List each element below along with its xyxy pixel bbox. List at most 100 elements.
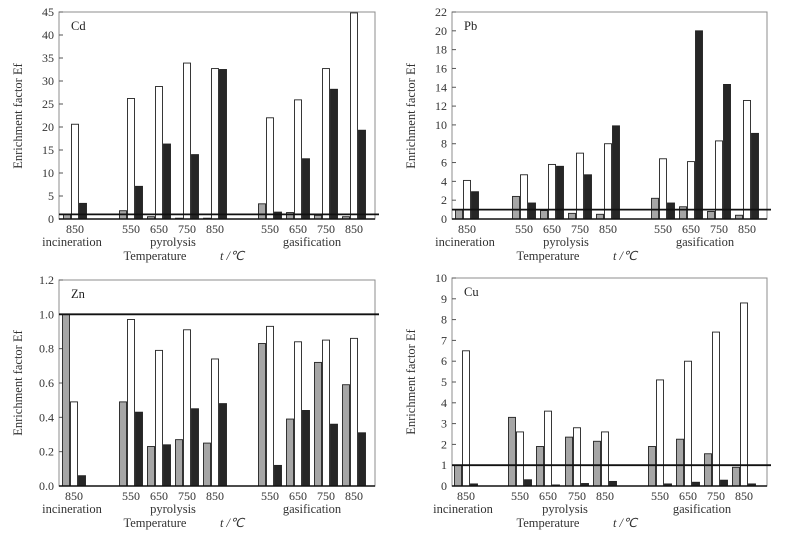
y-tick-label: 20 — [42, 120, 54, 134]
bar-gray-1 — [119, 401, 127, 487]
y-tick-label: 20 — [435, 24, 447, 38]
bar-white-0 — [71, 123, 79, 220]
bar-black-0 — [79, 202, 87, 220]
bar-white-1 — [127, 98, 135, 220]
x-tick-label: 750 — [317, 222, 335, 236]
y-tick-label: 40 — [42, 28, 54, 42]
bar-white-5 — [266, 117, 274, 220]
bar-black-8 — [751, 132, 759, 220]
y-axis-title: Enrichment factor Ef — [404, 62, 418, 168]
bar-white-8 — [350, 12, 358, 220]
bar-black-5 — [274, 211, 282, 220]
y-tick-label: 3 — [441, 417, 447, 431]
panel-title: Cd — [71, 19, 86, 33]
bar-gray-7 — [704, 453, 712, 487]
bar-white-7 — [712, 331, 720, 487]
group-label: gasification — [673, 502, 732, 516]
x-tick-label: 850 — [738, 222, 756, 236]
y-tick-label: 14 — [435, 80, 447, 94]
bar-gray-8 — [342, 384, 350, 487]
bar-black-6 — [695, 30, 703, 220]
y-tick-label: 4 — [441, 396, 447, 410]
x-tick-label: 850 — [735, 489, 753, 503]
y-tick-label: 10 — [42, 166, 54, 180]
bar-white-5 — [266, 325, 274, 487]
y-tick-label: 4 — [441, 174, 447, 188]
bar-gray-8 — [732, 466, 740, 487]
x-tick-label: 750 — [178, 489, 196, 503]
y-tick-label: 1.0 — [39, 307, 54, 321]
bar-gray-4 — [203, 442, 211, 487]
chart-panel-zn: 0.00.20.40.60.81.01.2Zn850incineration55… — [11, 273, 379, 530]
group-label: gasification — [676, 235, 735, 249]
x-tick-label: 750 — [710, 222, 728, 236]
bar-white-3 — [573, 427, 581, 487]
bar-black-4 — [612, 125, 620, 220]
y-tick-label: 7 — [441, 333, 447, 347]
x-axis-title: Temperature — [517, 249, 580, 263]
bar-black-7 — [330, 88, 338, 220]
bar-black-7 — [330, 423, 338, 487]
y-tick-label: 35 — [42, 51, 54, 65]
bar-black-0 — [78, 475, 86, 487]
group-label: pyrolysis — [150, 502, 196, 516]
y-tick-label: 0.2 — [39, 445, 54, 459]
y-tick-label: 10 — [435, 118, 447, 132]
x-tick-label: 550 — [261, 489, 279, 503]
x-tick-label: 850 — [599, 222, 617, 236]
y-tick-label: 0.8 — [39, 342, 54, 356]
x-tick-label: 550 — [122, 222, 140, 236]
x-tick-label: 750 — [571, 222, 589, 236]
x-axis-title: Temperature — [124, 516, 187, 530]
y-tick-label: 2 — [441, 437, 447, 451]
bar-white-7 — [322, 68, 330, 220]
x-axis-unit: t /℃ — [220, 249, 246, 263]
bar-gray-2 — [536, 446, 544, 487]
x-tick-label: 550 — [261, 222, 279, 236]
bar-white-3 — [183, 62, 191, 220]
y-tick-label: 15 — [42, 143, 54, 157]
x-axis-title: Temperature — [124, 249, 187, 263]
bar-gray-5 — [258, 203, 266, 220]
x-tick-label: 850 — [596, 489, 614, 503]
bar-gray-6 — [679, 206, 687, 220]
x-tick-label: 650 — [679, 489, 697, 503]
bar-white-1 — [127, 319, 135, 487]
x-tick-label: 650 — [150, 222, 168, 236]
bar-white-6 — [684, 360, 692, 487]
y-tick-label: 9 — [441, 292, 447, 306]
bar-black-2 — [163, 444, 171, 487]
x-tick-label: 550 — [515, 222, 533, 236]
bar-white-0 — [70, 401, 78, 487]
bar-gray-0 — [455, 209, 463, 220]
y-tick-label: 45 — [42, 5, 54, 19]
y-tick-label: 5 — [441, 375, 447, 389]
x-axis-title: Temperature — [517, 516, 580, 530]
y-tick-label: 0 — [48, 212, 54, 226]
bar-black-1 — [528, 202, 536, 220]
x-tick-label: 650 — [543, 222, 561, 236]
x-tick-label: 650 — [150, 489, 168, 503]
bar-gray-7 — [314, 361, 322, 487]
bar-white-7 — [715, 140, 723, 220]
y-tick-label: 6 — [441, 354, 447, 368]
x-tick-label: 850 — [206, 489, 224, 503]
bar-white-1 — [520, 174, 528, 220]
bar-white-5 — [656, 379, 664, 487]
x-axis-unit: t /℃ — [613, 516, 639, 530]
panel-title: Zn — [71, 287, 86, 301]
group-label: incineration — [42, 235, 102, 249]
y-tick-label: 16 — [435, 61, 447, 75]
bar-black-4 — [219, 403, 227, 487]
bar-white-4 — [601, 431, 609, 487]
bar-gray-0 — [62, 313, 70, 487]
y-tick-label: 0 — [441, 212, 447, 226]
y-tick-label: 8 — [441, 313, 447, 327]
bar-black-6 — [302, 158, 310, 220]
x-tick-label: 750 — [317, 489, 335, 503]
y-tick-label: 8 — [441, 137, 447, 151]
y-tick-label: 22 — [435, 5, 447, 19]
